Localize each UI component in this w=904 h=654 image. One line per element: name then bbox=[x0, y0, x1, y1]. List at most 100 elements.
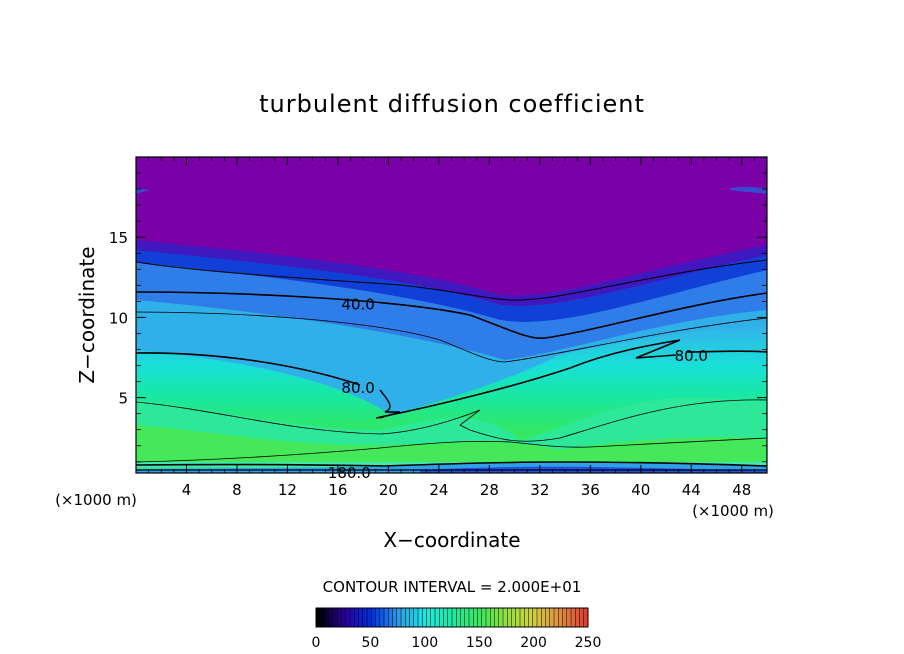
colorbar-cell bbox=[435, 608, 440, 627]
colorbar-tick-label: 100 bbox=[411, 635, 438, 651]
colorbar-cell bbox=[405, 608, 410, 627]
colorbar-cell bbox=[477, 608, 483, 627]
x-tick-label: 36 bbox=[581, 481, 600, 499]
colorbar-cell bbox=[362, 608, 368, 627]
x-tick-label: 40 bbox=[631, 481, 650, 499]
colorbar-cell bbox=[324, 608, 330, 627]
colorbar-cell bbox=[571, 608, 576, 627]
colorbar-tick-label: 0 bbox=[312, 635, 321, 651]
colorbar-cell bbox=[447, 608, 453, 627]
colorbar-tick-label: 250 bbox=[575, 635, 602, 651]
colorbar-cell bbox=[473, 608, 478, 627]
y-tick-label: 15 bbox=[109, 229, 128, 247]
colorbar-cell bbox=[549, 608, 555, 627]
contour-label: 40.0 bbox=[341, 296, 374, 314]
colorbar-cell bbox=[579, 608, 585, 627]
colorbar-cell bbox=[507, 608, 512, 627]
colorbar-cell bbox=[452, 608, 457, 627]
colorbar-cell bbox=[532, 608, 538, 627]
colorbar-cell bbox=[541, 608, 546, 627]
colorbar-cell bbox=[443, 608, 449, 627]
colorbar-cell bbox=[341, 608, 347, 627]
colorbar-cell bbox=[413, 608, 419, 627]
colorbar-cell bbox=[515, 608, 521, 627]
colorbar-cell bbox=[558, 608, 563, 627]
colorbar-cell bbox=[337, 608, 342, 627]
x-tick-label: 8 bbox=[232, 481, 242, 499]
colorbar-cell bbox=[524, 608, 529, 627]
x-tick-label: 4 bbox=[182, 481, 192, 499]
colorbar-cell bbox=[422, 608, 427, 627]
colorbar-cell bbox=[456, 608, 461, 627]
y-axis-label: Z−coordinate bbox=[75, 246, 99, 383]
chart-title: turbulent diffusion coefficient bbox=[259, 90, 645, 118]
x-tick-label: 44 bbox=[682, 481, 701, 499]
colorbar-tick-label: 200 bbox=[520, 635, 547, 651]
colorbar-cell bbox=[486, 608, 491, 627]
x-axis: 4 8 12 16 20 24 28 32 36 40 44 48 bbox=[148, 157, 755, 499]
colorbar-tick-label: 50 bbox=[361, 635, 379, 651]
colorbar-cell bbox=[384, 608, 389, 627]
colorbar-cell bbox=[537, 608, 542, 627]
contour-label: 80.0 bbox=[341, 379, 374, 397]
colorbar-cell bbox=[481, 608, 487, 627]
colorbar-cell bbox=[375, 608, 381, 627]
colorbar-tick-label: 150 bbox=[466, 635, 493, 651]
x-tick-label: 16 bbox=[328, 481, 347, 499]
x-tick-label: 20 bbox=[379, 481, 398, 499]
y-tick-label: 10 bbox=[109, 309, 128, 327]
colorbar-cell bbox=[333, 608, 338, 627]
colorbar-cell bbox=[562, 608, 568, 627]
colorbar-cell bbox=[316, 608, 321, 627]
colorbar-cell bbox=[464, 608, 470, 627]
colorbar-cell bbox=[439, 608, 444, 627]
x-tick-label: 24 bbox=[429, 481, 448, 499]
colorbar-cell bbox=[358, 608, 364, 627]
colorbar-cell bbox=[494, 608, 500, 627]
colorbar-cell bbox=[392, 608, 398, 627]
colorbar-cell bbox=[554, 608, 559, 627]
y-unit-label: (×1000 m) bbox=[55, 491, 137, 509]
colorbar-cell bbox=[354, 608, 359, 627]
colorbar-cell bbox=[545, 608, 551, 627]
colorbar-cell bbox=[460, 608, 466, 627]
colorbar-cell bbox=[566, 608, 572, 627]
colorbar-cell bbox=[367, 608, 372, 627]
x-unit-label: (×1000 m) bbox=[692, 502, 774, 520]
colorbar-cell bbox=[350, 608, 355, 627]
colorbar-cell bbox=[426, 608, 432, 627]
x-tick-label: 12 bbox=[278, 481, 297, 499]
colorbar-cell bbox=[575, 608, 580, 627]
colorbar-cell bbox=[469, 608, 474, 627]
colorbar-frame bbox=[315, 607, 589, 628]
colorbar bbox=[315, 607, 589, 628]
x-tick-label: 28 bbox=[480, 481, 499, 499]
contour-label: 80.0 bbox=[675, 347, 708, 365]
y-tick-label: 5 bbox=[118, 390, 128, 408]
colorbar-cell bbox=[401, 608, 406, 627]
x-tick-label: 48 bbox=[732, 481, 751, 499]
colorbar-cell bbox=[583, 608, 589, 627]
colorbar-cell bbox=[409, 608, 415, 627]
colorbar-cell bbox=[345, 608, 351, 627]
colorbar-cell bbox=[498, 608, 504, 627]
colorbar-cell bbox=[320, 608, 325, 627]
colorbar-cell bbox=[503, 608, 508, 627]
y-axis: 5 10 15 bbox=[109, 172, 767, 463]
colorbar-cell bbox=[371, 608, 376, 627]
colorbar-cell bbox=[328, 608, 334, 627]
colorbar-cell bbox=[511, 608, 517, 627]
colorbar-cell bbox=[490, 608, 495, 627]
contour-field bbox=[136, 157, 767, 473]
x-tick-label: 32 bbox=[530, 481, 549, 499]
colorbar-cell bbox=[396, 608, 402, 627]
colorbar-cell bbox=[388, 608, 393, 627]
colorbar-cell bbox=[418, 608, 423, 627]
colorbar-tick-labels: 0 50 100 150 200 250 bbox=[312, 635, 602, 651]
contour-interval-label: CONTOUR INTERVAL = 2.000E+01 bbox=[323, 578, 582, 596]
colorbar-cell bbox=[528, 608, 534, 627]
x-axis-label: X−coordinate bbox=[383, 528, 520, 552]
colorbar-cell bbox=[430, 608, 436, 627]
